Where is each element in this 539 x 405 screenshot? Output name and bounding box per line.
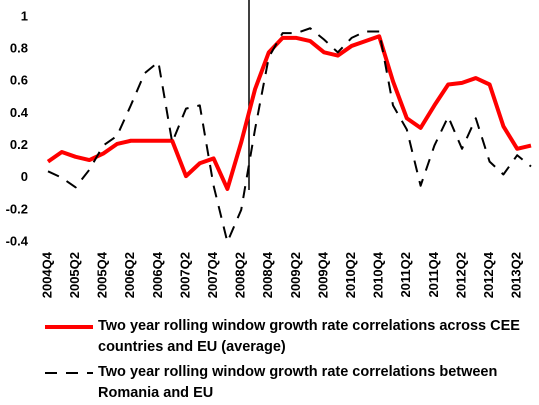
y-tick-label: 0.2 <box>10 137 28 152</box>
legend-label: Two year rolling window growth rate corr… <box>98 364 498 401</box>
y-tick-label: -0.4 <box>6 233 29 248</box>
y-tick-label: 0.6 <box>10 73 28 88</box>
x-tick-label: 2006Q2 <box>122 252 137 298</box>
y-tick-label: 1 <box>21 8 28 23</box>
x-tick-label: 2009Q4 <box>315 251 330 298</box>
series-line <box>46 34 532 191</box>
series-line <box>47 27 532 243</box>
x-tick-label: 2007Q4 <box>205 251 220 298</box>
y-tick-label: -0.2 <box>6 201 28 216</box>
legend-label: Two year rolling window growth rate corr… <box>98 318 520 355</box>
x-tick-label: 2012Q4 <box>481 251 496 298</box>
x-tick-label: 2007Q2 <box>177 252 192 298</box>
x-tick-label: 2008Q4 <box>260 251 275 298</box>
y-tick-label: 0.8 <box>10 41 28 56</box>
x-tick-label: 2011Q2 <box>398 252 413 298</box>
x-tick-label: 2009Q2 <box>288 252 303 298</box>
x-tick-label: 2010Q4 <box>371 251 386 298</box>
x-tick-label: 2010Q2 <box>343 252 358 298</box>
x-tick-label: 2006Q4 <box>150 251 165 298</box>
y-tick-label: 0 <box>21 169 28 184</box>
x-tick-label: 2011Q4 <box>426 251 441 297</box>
x-tick-label: 2013Q2 <box>509 252 524 298</box>
x-tick-label: 2012Q2 <box>453 252 468 298</box>
x-tick-label: 2005Q2 <box>67 252 82 298</box>
y-tick-label: 0.4 <box>10 105 29 120</box>
x-tick-label: 2004Q4 <box>39 251 54 298</box>
x-tick-label: 2008Q2 <box>233 252 248 298</box>
x-tick-label: 2005Q4 <box>95 251 110 298</box>
